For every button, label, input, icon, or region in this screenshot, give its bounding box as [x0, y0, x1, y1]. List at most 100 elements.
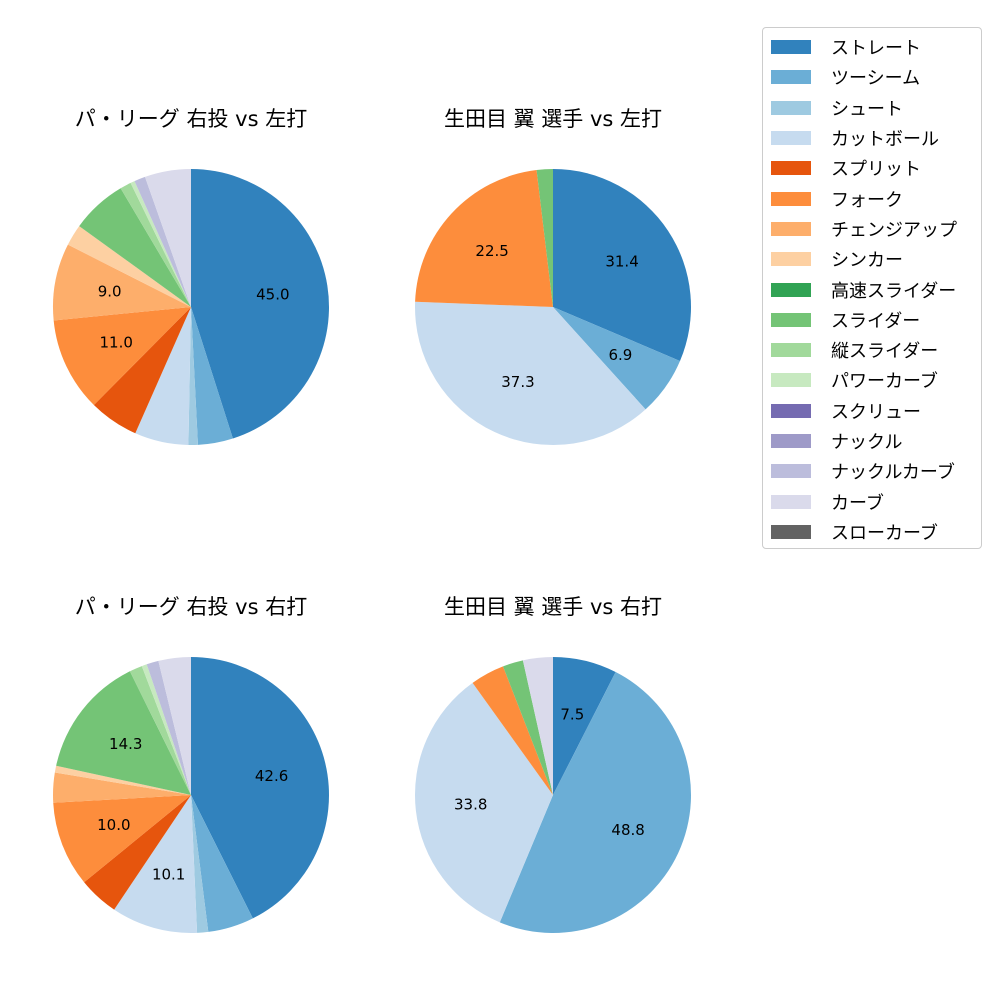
legend-item: パワーカーブ: [763, 365, 981, 395]
legend-item: ナックルカーブ: [763, 456, 981, 486]
pie-data-label: 42.6: [255, 767, 288, 785]
legend-item: スプリット: [763, 153, 981, 183]
legend-label: ツーシーム: [831, 68, 921, 90]
pie-slice-2: [536, 169, 553, 307]
pie-title-2: 生田目 翼 選手 vs 左打: [443, 107, 663, 131]
pie-slice-2: [553, 169, 691, 362]
pie-data-label: 14.3: [109, 735, 142, 753]
pie-slice-4: [414, 682, 553, 923]
pie-slice-1: [134, 176, 191, 307]
pie-data-label: 31.4: [605, 252, 638, 270]
pie-slice-1: [52, 244, 191, 321]
pie-data-label: 6.9: [609, 346, 633, 364]
legend-label: スクリュー: [831, 401, 921, 423]
legend: ストレートツーシームシュートカットボール スプリットフォークチェンジアップ シンカー…: [762, 27, 982, 549]
legend-label: スローカーブ: [831, 522, 938, 544]
pie-slice-1: [144, 169, 191, 307]
pie-data-label: 7.5: [560, 705, 584, 723]
pie-slice-3: [191, 795, 253, 932]
legend-swatch: [771, 403, 811, 418]
pie-slice-3: [53, 795, 192, 883]
legend-swatch: [771, 282, 811, 297]
legend-item: スライダー: [763, 305, 981, 335]
legend-swatch: [771, 70, 811, 85]
legend-label: パワーカーブ: [831, 371, 938, 393]
pie-data-label: 9.0: [98, 283, 122, 301]
legend-swatch: [771, 131, 811, 146]
pie-slice-4: [503, 660, 553, 795]
legend-swatch: [771, 40, 811, 55]
legend-swatch: [771, 252, 811, 267]
legend-label: 高速スライダー: [831, 280, 957, 302]
pie-slice-3: [191, 657, 329, 919]
legend-label: フォーク: [831, 189, 903, 211]
legend-swatch: [771, 494, 811, 509]
legend-label: カットボール: [831, 129, 939, 151]
legend-swatch: [771, 161, 811, 176]
pie-slice-3: [56, 671, 192, 795]
legend-swatch: [771, 373, 811, 388]
pie-slice-4: [522, 657, 553, 795]
pie-slice-1: [79, 188, 191, 307]
pie-data-label: 33.8: [454, 795, 487, 813]
pie-data-label: 48.8: [611, 821, 644, 839]
legend-swatch: [771, 312, 811, 327]
pie-data-label: 11.0: [100, 334, 133, 352]
legend-item: シュート: [763, 93, 981, 123]
pie-slice-2: [415, 301, 646, 446]
pie-slice-4: [472, 666, 553, 795]
legend-item: フォーク: [763, 183, 981, 213]
legend-swatch: [771, 524, 811, 539]
legend-label: ストレート: [831, 38, 921, 60]
pie-slice-1: [188, 307, 198, 445]
pie-slice-3: [84, 795, 191, 910]
pie-slice-1: [191, 307, 233, 445]
pie-slice-3: [191, 795, 209, 933]
pie-data-label: 10.0: [97, 816, 130, 834]
legend-label: スプリット: [831, 159, 921, 181]
pie-slice-1: [93, 307, 191, 434]
legend-label: ナックル: [831, 432, 903, 453]
legend-item: 高速スライダー: [763, 274, 981, 304]
legend-label: チェンジアップ: [831, 219, 957, 241]
legend-item: シンカー: [763, 244, 981, 274]
legend-swatch: [771, 343, 811, 358]
legend-item: ナックル: [763, 426, 981, 456]
legend-item: スローカーブ: [763, 517, 981, 547]
pie-title-1: パ・リーグ 右投 vs 左打: [74, 107, 308, 131]
legend-label: シンカー: [831, 250, 903, 272]
legend-swatch: [771, 434, 811, 448]
legend-label: スライダー: [831, 310, 921, 332]
pie-slice-1: [130, 181, 191, 307]
pie-slice-3: [54, 765, 191, 795]
pie-slice-3: [129, 666, 191, 795]
pie-data-label: 22.5: [475, 242, 508, 260]
pie-data-label: 10.1: [152, 866, 185, 884]
legend-swatch: [771, 221, 811, 236]
legend-item: カットボール: [763, 123, 981, 153]
legend-swatch: [771, 191, 811, 206]
pie-slice-4: [499, 672, 692, 934]
legend-item: ストレート: [763, 32, 981, 62]
legend-swatch: [771, 464, 811, 479]
pie-slice-3: [146, 660, 191, 795]
pie-slice-3: [158, 657, 191, 795]
legend-swatch: [771, 100, 811, 115]
pie-slice-2: [553, 307, 680, 410]
legend-label: シュート: [831, 98, 903, 120]
pie-data-label: 37.3: [501, 373, 534, 391]
pie-slice-3: [141, 664, 191, 795]
pie-slice-2: [415, 169, 553, 307]
pie-slice-4: [553, 657, 616, 795]
pie-title-3: パ・リーグ 右投 vs 右打: [74, 595, 308, 619]
legend-item: チェンジアップ: [763, 214, 981, 244]
legend-item: カーブ: [763, 486, 981, 516]
pie-slice-3: [114, 795, 198, 933]
pie-slice-1: [53, 307, 191, 406]
legend-item: ツーシーム: [763, 62, 981, 92]
pie-slice-1: [191, 169, 329, 439]
pie-slice-1: [67, 226, 191, 307]
legend-label: カーブ: [831, 492, 884, 514]
